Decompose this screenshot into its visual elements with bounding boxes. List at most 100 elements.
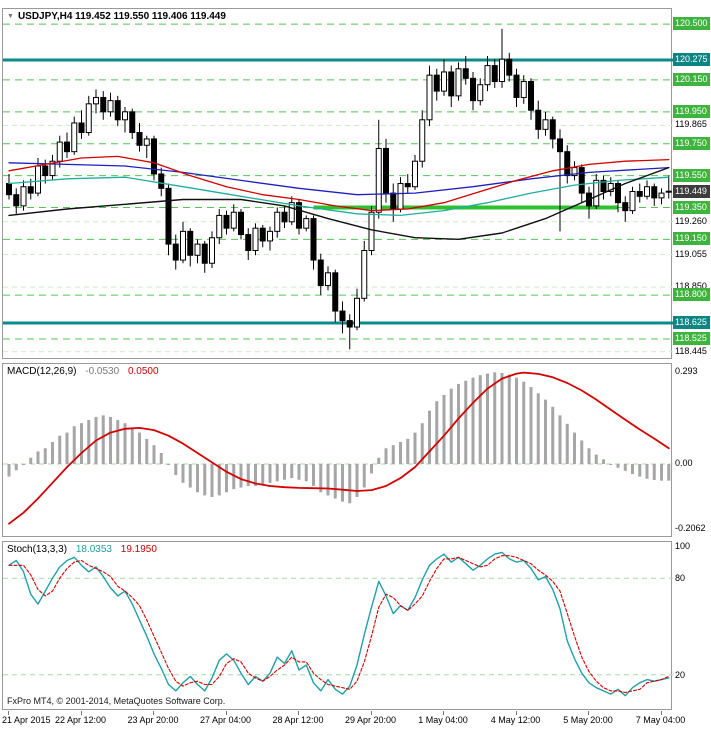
macd-bar: [188, 464, 192, 488]
candle: [571, 161, 578, 181]
macd-scale-label: 0.293: [675, 366, 698, 376]
macd-value: -0.0530: [85, 366, 120, 377]
time-tick: [8, 711, 9, 715]
time-tick: [225, 711, 227, 715]
time-axis-label: 29 Apr 20:00: [344, 715, 397, 725]
ma-red: [8, 155, 670, 212]
stochastic-signal-value: 19.1950: [120, 544, 157, 555]
macd-bar: [123, 423, 127, 464]
macd-bar: [435, 401, 439, 464]
candle: [71, 116, 78, 155]
candle: [20, 180, 27, 211]
candle: [310, 215, 317, 270]
candle: [549, 116, 556, 149]
macd-bar: [116, 420, 120, 464]
macd-bar: [464, 380, 468, 464]
price-axis-label: 119.350: [673, 200, 710, 214]
price-chart-panel[interactable]: ▼ USDJPY,H4 119.452 119.550 119.406 119.…: [2, 8, 673, 359]
macd-bar: [145, 438, 149, 464]
macd-bar: [225, 464, 228, 493]
candle: [238, 209, 244, 240]
candle: [658, 188, 665, 205]
macd-bar: [355, 464, 359, 497]
stoch-scale-label: 20: [675, 669, 686, 680]
time-axis-label: 28 Apr 12:00: [272, 715, 324, 725]
candle: [187, 228, 194, 267]
candle: [404, 173, 411, 194]
candle: [93, 89, 99, 114]
candle: [448, 65, 455, 108]
candle: [13, 188, 20, 214]
macd-label: MACD(12,26,9) -0.0530 0.0500: [7, 366, 159, 377]
candle: [600, 175, 607, 200]
candle: [209, 231, 215, 269]
candle: [491, 59, 498, 88]
candle: [586, 186, 592, 219]
candle: [158, 167, 165, 197]
macd-bar: [544, 399, 547, 464]
macd-bar: [290, 464, 294, 479]
time-axis-label: 5 May 20:00: [563, 715, 613, 725]
candle: [629, 186, 636, 214]
price-axis-label: 119.865: [675, 119, 707, 130]
candle: [78, 110, 85, 139]
macd-bar: [370, 464, 373, 474]
price-axis-label: 119.260: [675, 215, 707, 226]
macd-signal-value: 0.0500: [127, 366, 159, 377]
macd-bar: [312, 464, 315, 486]
candle: [216, 209, 223, 245]
macd-bar: [551, 406, 555, 464]
macd-scale-label: 0.00: [675, 458, 693, 468]
candle: [122, 107, 128, 133]
macd-bar: [406, 438, 410, 464]
macd-bar: [500, 372, 504, 464]
candle: [143, 135, 150, 159]
macd-histogram: [7, 372, 671, 504]
macd-bar: [399, 442, 402, 464]
candle: [383, 138, 389, 203]
macd-bar: [196, 464, 199, 493]
macd-bar: [210, 464, 214, 497]
candle: [317, 253, 324, 296]
candles-layer: [6, 28, 672, 350]
stochastic-chart: [3, 551, 673, 697]
macd-bar: [275, 464, 279, 482]
stoch-main-line: [8, 551, 670, 697]
macd-indicator-name: MACD(12,26,9): [7, 366, 77, 377]
macd-bar: [638, 464, 642, 477]
candle: [535, 100, 542, 139]
candle: [513, 68, 520, 108]
candle: [470, 71, 476, 111]
price-axis-label: 118.525: [673, 332, 710, 345]
time-tick: [153, 711, 154, 715]
stochastic-main-value: 18.0353: [75, 544, 112, 555]
candle: [397, 177, 404, 213]
candle: [267, 226, 273, 251]
macd-bar: [428, 410, 431, 464]
candlestick-chart: [3, 23, 673, 353]
macd-bar: [573, 432, 576, 464]
candle: [636, 183, 643, 203]
price-axis-label: 120.275: [673, 53, 710, 66]
macd-bar: [486, 373, 489, 464]
copyright-text: FxPro MT4, © 2001-2014, MetaQuotes Softw…: [7, 696, 226, 706]
macd-bar: [616, 464, 620, 468]
macd-bar: [87, 420, 91, 464]
stochastic-label: Stoch(13,3,3) 18.0353 19.1950: [7, 544, 157, 555]
macd-indicator-panel[interactable]: MACD(12,26,9) -0.0530 0.0500: [2, 363, 673, 537]
macd-bar: [391, 445, 395, 464]
macd-bar: [239, 464, 243, 488]
candle: [499, 28, 505, 88]
stochastic-indicator-panel[interactable]: Stoch(13,3,3) 18.0353 19.1950 FxPro MT4,…: [2, 541, 673, 710]
macd-bar: [254, 464, 257, 486]
macd-bar: [609, 464, 613, 465]
candle: [151, 135, 157, 181]
time-tick: [370, 711, 372, 715]
macd-bar: [580, 440, 584, 464]
macd-bar: [181, 464, 185, 483]
macd-bar: [471, 377, 475, 464]
price-axis-label: 119.055: [675, 248, 707, 259]
stochastic-indicator-name: Stoch(13,3,3): [7, 544, 68, 555]
candle: [136, 122, 143, 152]
